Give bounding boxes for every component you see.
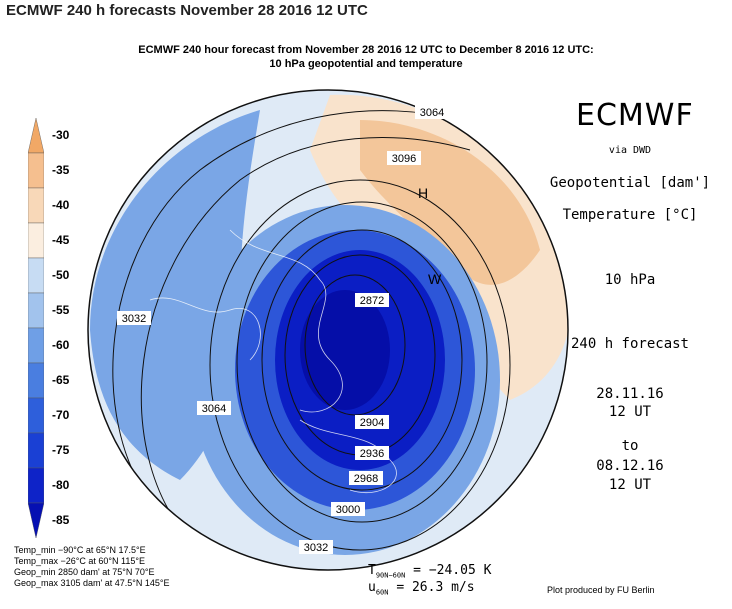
contour-label-box [197, 401, 231, 415]
level-label: 10 hPa [604, 272, 656, 288]
colorbar-tick-label: -30 [52, 127, 70, 142]
contour-label-box [355, 415, 389, 429]
contour-label: 3032 [122, 313, 146, 325]
forecast-label: 240 h forecast [570, 336, 689, 352]
contour-label: 3064 [202, 403, 226, 415]
from-date: 28.11.16 [596, 386, 664, 402]
contour-label: 2872 [360, 295, 384, 307]
stat-temp-max: Temp_max −26°C at 60°N 115°E [14, 556, 145, 566]
coastline [229, 229, 343, 413]
colorbar-tick-label: -70 [52, 407, 70, 422]
to-word: to [621, 438, 639, 454]
geopotential-contour [112, 110, 461, 501]
colorbar-tick-label: -40 [52, 197, 70, 212]
to-time: 12 UT [608, 477, 652, 493]
t-subscript: 90N−60N [375, 571, 406, 580]
page-heading: ECMWF 240 h forecasts November 28 2016 1… [6, 2, 368, 19]
credit-label: Plot produced by FU Berlin [547, 585, 655, 595]
contour-label-box [355, 293, 389, 307]
contour-label: 3000 [336, 504, 360, 516]
colorbar-tick-label: -55 [52, 302, 70, 317]
from-time: 12 UT [608, 404, 652, 420]
contour-label: 2904 [360, 417, 384, 429]
to-date: 08.12.16 [596, 458, 664, 474]
colorbar-tick-label: -85 [52, 512, 70, 527]
figure-title: ECMWF 240 hour forecast from November 28… [138, 44, 594, 56]
geopotential-contour [140, 137, 471, 541]
coastline [299, 419, 397, 494]
geopotential-label: Geopotential [dam'] [549, 175, 711, 191]
contour-label-box [415, 105, 449, 119]
geopotential-contour [261, 229, 463, 491]
contour-label: 2936 [360, 448, 384, 460]
contour-label: 3096 [392, 153, 416, 165]
t-symbol: T [368, 563, 376, 578]
t-value: = −24.05 K [413, 563, 492, 578]
figure-subtitle: 10 hPa geopotential and temperature [269, 58, 463, 70]
temperature-diagnostic: T90N−60N = −24.05 K [368, 563, 491, 580]
colorbar-tick-label: -45 [52, 232, 70, 247]
high-center-label: H [418, 185, 428, 201]
stat-temp-min: Temp_min −90°C at 65°N 17.5°E [14, 545, 146, 555]
contour-label: 3032 [304, 542, 328, 554]
contour-label-box [387, 151, 421, 165]
contour-label-box [355, 446, 389, 460]
temperature-colorbar [28, 118, 44, 538]
extremes-stats: Temp_min −90°C at 65°N 17.5°E Temp_max −… [14, 545, 170, 589]
stat-geop-min: Geop_min 2850 dam' at 75°N 70°E [14, 567, 155, 577]
contour-label: 2968 [354, 473, 378, 485]
colorbar-tick-label: -60 [52, 337, 70, 352]
u-value: = 26.3 m/s [396, 580, 475, 595]
temperature-label: Temperature [°C] [562, 207, 698, 223]
brand-label: ECMWF [576, 98, 694, 133]
contour-label-box [331, 502, 365, 516]
coastline [149, 297, 261, 361]
geopotential-contour [209, 179, 511, 551]
contour-label: 3064 [420, 107, 444, 119]
colorbar-tick-label: -50 [52, 267, 70, 282]
colorbar-tick-label: -75 [52, 442, 70, 457]
via-label: via DWD [608, 145, 652, 156]
u-symbol: u [368, 580, 376, 595]
warm-center-label: W [428, 271, 442, 287]
colorbar-segment [28, 502, 44, 538]
colorbar-tick-label: -35 [52, 162, 70, 177]
vortex-cold-core [300, 290, 390, 410]
contour-label-box [299, 540, 333, 554]
geopotential-contour [236, 201, 488, 523]
u-subscript: 60N [375, 588, 389, 597]
stat-geop-max: Geop_max 3105 dam' at 47.5°N 145°E [14, 578, 170, 588]
contour-label-box [117, 311, 151, 325]
map-boundary [87, 89, 569, 571]
contour-label-box [349, 471, 383, 485]
colorbar-tick-label: -80 [52, 477, 70, 492]
wind-diagnostic: u60N = 26.3 m/s [368, 580, 475, 597]
colorbar-tick-label: -65 [52, 372, 70, 387]
